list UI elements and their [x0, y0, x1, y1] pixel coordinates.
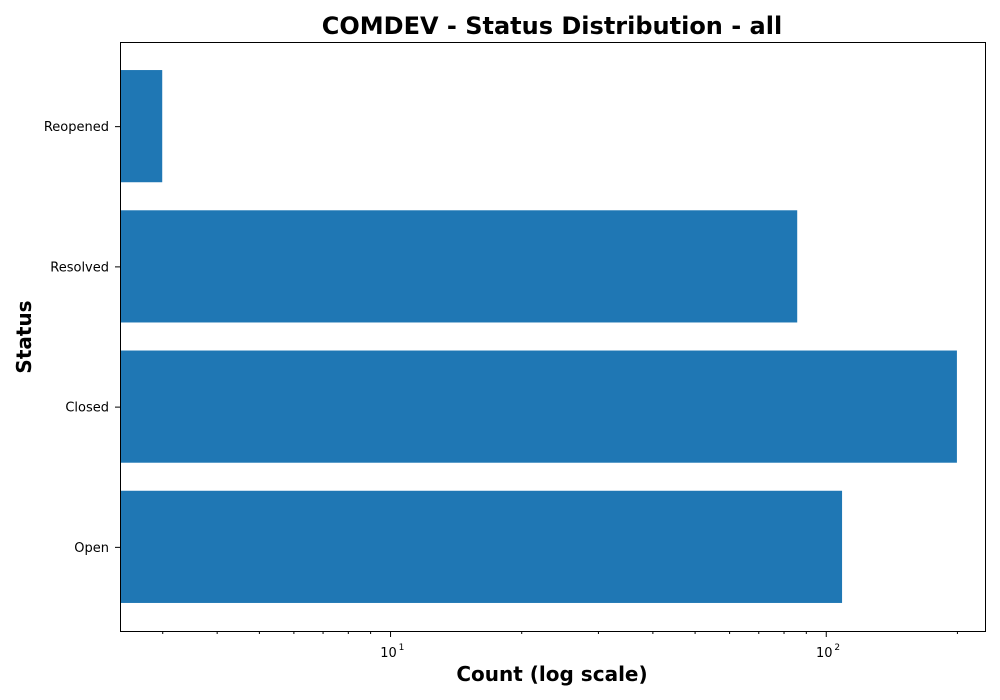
y-axis-label: Status	[12, 300, 36, 373]
bar-closed	[120, 350, 957, 463]
y-tick-label-resolved: Resolved	[50, 260, 109, 275]
chart-title: COMDEV - Status Distribution - all	[322, 12, 782, 40]
bar-reopened	[120, 70, 163, 183]
y-axis-ticks: Open Closed Resolved Reopened	[44, 120, 120, 556]
x-tick-label: 10	[380, 646, 397, 661]
x-axis-ticks: 10 1 10 2	[162, 631, 958, 661]
y-tick-label-closed: Closed	[65, 401, 109, 416]
bars-group	[120, 70, 957, 603]
plot-frame	[120, 42, 986, 632]
x-axis-label: Count (log scale)	[456, 662, 647, 686]
y-tick-label-open: Open	[74, 541, 109, 556]
bar-open	[120, 490, 843, 603]
bar-resolved	[120, 210, 798, 323]
x-tick-exponent: 2	[834, 643, 840, 653]
x-tick-label: 10	[816, 646, 833, 661]
x-tick-exponent: 1	[399, 643, 405, 653]
y-tick-label-reopened: Reopened	[44, 120, 109, 135]
